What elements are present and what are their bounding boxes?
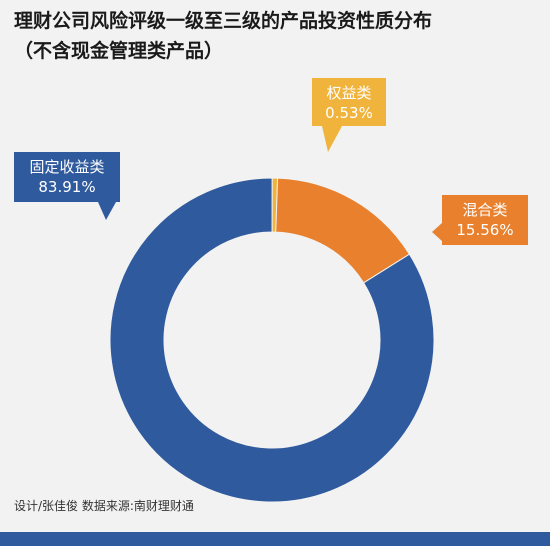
bottom-bar bbox=[0, 532, 550, 546]
chart-title-line-1: 理财公司风险评级一级至三级的产品投资性质分布 bbox=[14, 10, 433, 32]
callout-value-2: 15.56% bbox=[456, 221, 513, 239]
chart-title-line-2: （不含现金管理类产品） bbox=[14, 40, 224, 62]
callout-label-2: 混合类 bbox=[462, 201, 507, 219]
callout-labels: 固定收益类 83.91% 权益类 0.53% 混合类 15.56% bbox=[14, 78, 528, 245]
callout-box-1 bbox=[312, 78, 386, 126]
slice-2 bbox=[275, 177, 411, 284]
chart-title: 理财公司风险评级一级至三级的产品投资性质分布 （不含现金管理类产品） bbox=[14, 6, 544, 66]
callout-1: 权益类 0.53% bbox=[312, 78, 386, 152]
callout-label-1: 权益类 bbox=[326, 84, 371, 102]
credit-line: 设计/张佳俊 数据来源:南财理财通 bbox=[14, 499, 194, 513]
callout-0: 固定收益类 83.91% bbox=[14, 152, 120, 220]
callout-pointer-2 bbox=[432, 223, 442, 241]
callout-pointer-1 bbox=[322, 126, 342, 152]
callout-box-0 bbox=[14, 152, 120, 202]
donut-slices bbox=[109, 177, 435, 503]
callout-box-2 bbox=[442, 195, 528, 245]
slice-0 bbox=[109, 177, 435, 503]
callout-2: 混合类 15.56% bbox=[432, 195, 528, 245]
callout-label-0: 固定收益类 bbox=[29, 158, 104, 176]
callout-value-1: 0.53% bbox=[325, 104, 373, 122]
callout-pointer-0 bbox=[98, 202, 116, 220]
callout-value-0: 83.91% bbox=[38, 178, 95, 196]
